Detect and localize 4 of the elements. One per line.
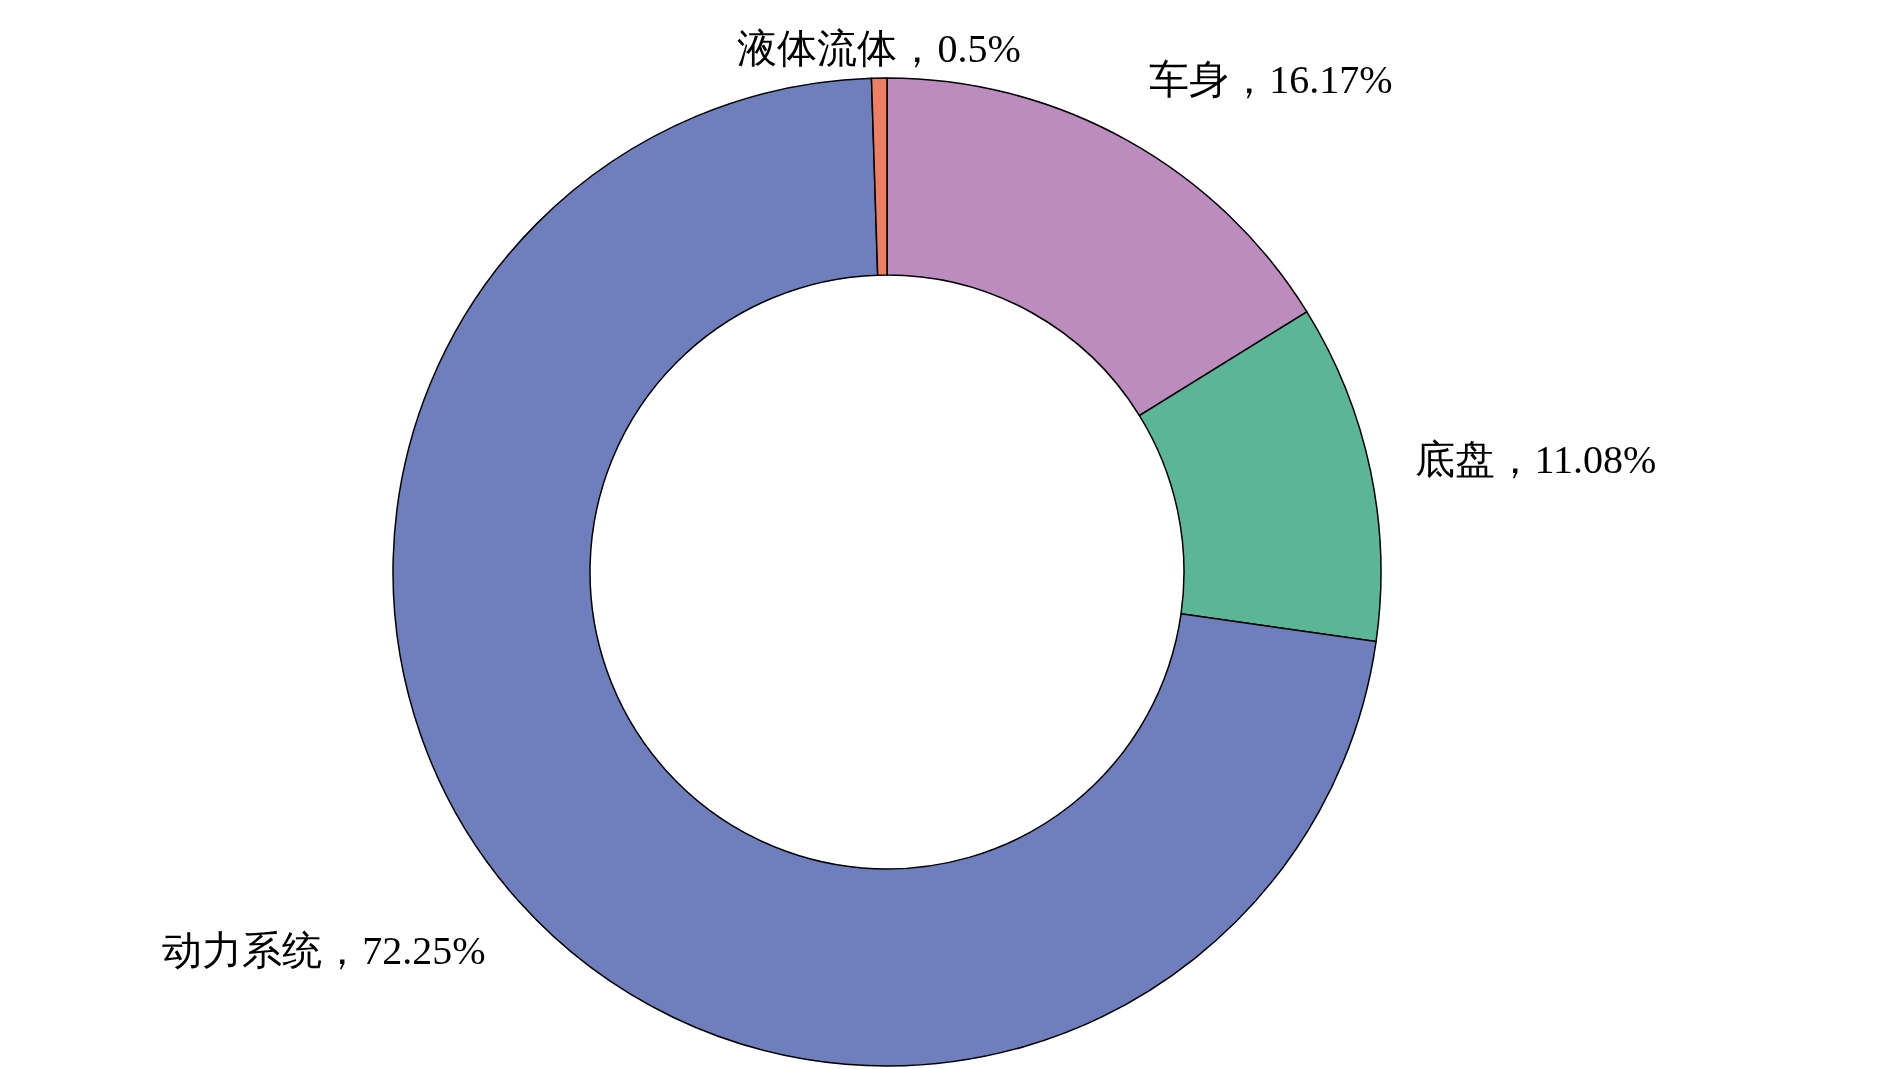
slice-label: 液体流体，0.5% xyxy=(737,26,1021,72)
slice-label: 底盘，11.08% xyxy=(1414,437,1657,483)
slice-label: 动力系统，72.25% xyxy=(162,927,486,973)
slice-label: 车身，16.17% xyxy=(1149,57,1393,103)
